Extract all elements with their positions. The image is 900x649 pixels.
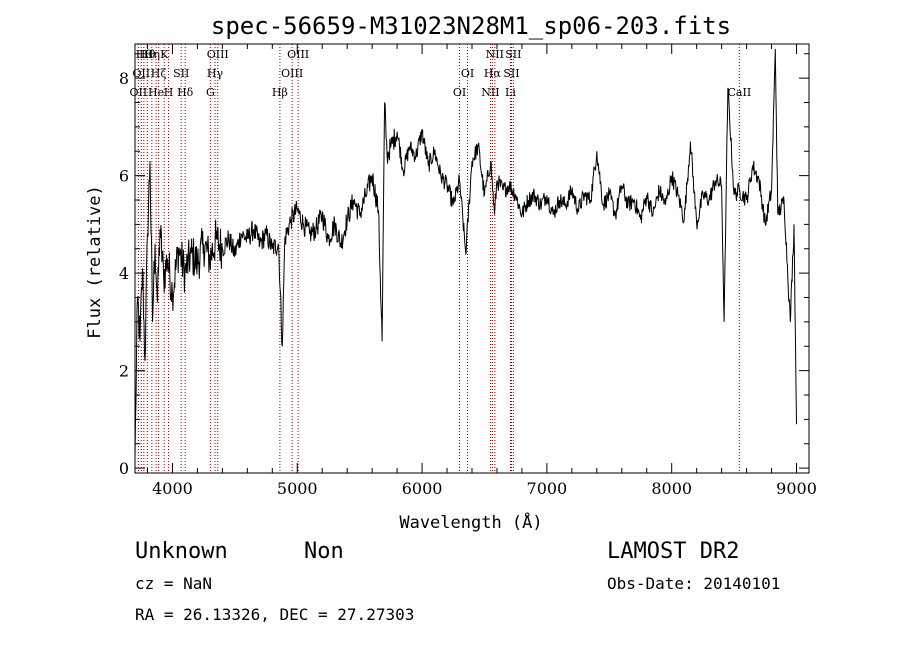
survey-name: LAMOST DR2 xyxy=(607,539,739,564)
line-label: NII xyxy=(481,86,499,99)
line-label: OII xyxy=(132,67,150,80)
line-label: SII xyxy=(505,48,521,61)
x-tick-label: 5000 xyxy=(277,479,318,498)
line-label: H xyxy=(164,86,174,99)
line-label: SII xyxy=(173,67,189,80)
chart-title: spec-56659-M31023N28M1_sp06-203.fits xyxy=(211,12,731,40)
line-label: Hζ xyxy=(151,67,167,80)
line-label: Hβ xyxy=(272,86,288,99)
spectrum-line xyxy=(134,48,797,459)
y-axis-label: Flux (relative) xyxy=(85,185,105,339)
object-class: Unknown xyxy=(135,539,228,564)
x-tick-label: 8000 xyxy=(651,479,692,498)
object-subclass: Non xyxy=(304,539,344,564)
line-label: Li xyxy=(505,86,516,99)
line-label: Hδ xyxy=(177,86,194,99)
y-tick-label: 6 xyxy=(119,167,129,186)
line-label: OIII xyxy=(287,48,309,61)
line-label: SII xyxy=(503,67,519,80)
y-axis: 0 2 4 6 8 xyxy=(119,53,809,478)
line-label: G xyxy=(206,86,215,99)
line-label: K xyxy=(160,48,169,61)
observation-date: Obs-Date: 20140101 xyxy=(607,574,780,593)
x-tick-label: 9000 xyxy=(776,479,817,498)
line-label: Hθ xyxy=(139,48,156,61)
line-label: Hθ xyxy=(136,48,153,61)
line-label: OIII xyxy=(281,67,303,80)
line-label: Hα xyxy=(484,67,502,80)
x-axis: 4000 5000 6000 7000 8000 9000 xyxy=(146,44,817,498)
x-tick-label: 6000 xyxy=(402,479,443,498)
coordinates: RA = 26.13326, DEC = 27.27303 xyxy=(135,605,414,624)
line-label: NII xyxy=(486,48,504,61)
y-tick-label: 4 xyxy=(119,264,129,283)
x-tick-label: 4000 xyxy=(152,479,193,498)
y-tick-label: 8 xyxy=(119,69,129,88)
x-axis-label: Wavelength (Å) xyxy=(399,511,542,533)
y-tick-label: 0 xyxy=(119,459,129,478)
x-tick-label: 7000 xyxy=(527,479,568,498)
plot-frame xyxy=(134,43,810,474)
line-label: Hη xyxy=(144,48,160,61)
spectrum-series xyxy=(134,48,797,459)
spectral-line-markers xyxy=(137,44,740,473)
redshift-cz: cz = NaN xyxy=(135,574,212,593)
line-label: OI xyxy=(453,86,466,99)
line-label: OII xyxy=(130,86,148,99)
line-label: OIII xyxy=(207,48,229,61)
line-label: OI xyxy=(461,67,474,80)
line-label: He xyxy=(148,86,164,99)
y-tick-label: 2 xyxy=(119,362,129,381)
line-label: Hγ xyxy=(207,67,224,80)
line-label: CaII xyxy=(728,86,752,99)
